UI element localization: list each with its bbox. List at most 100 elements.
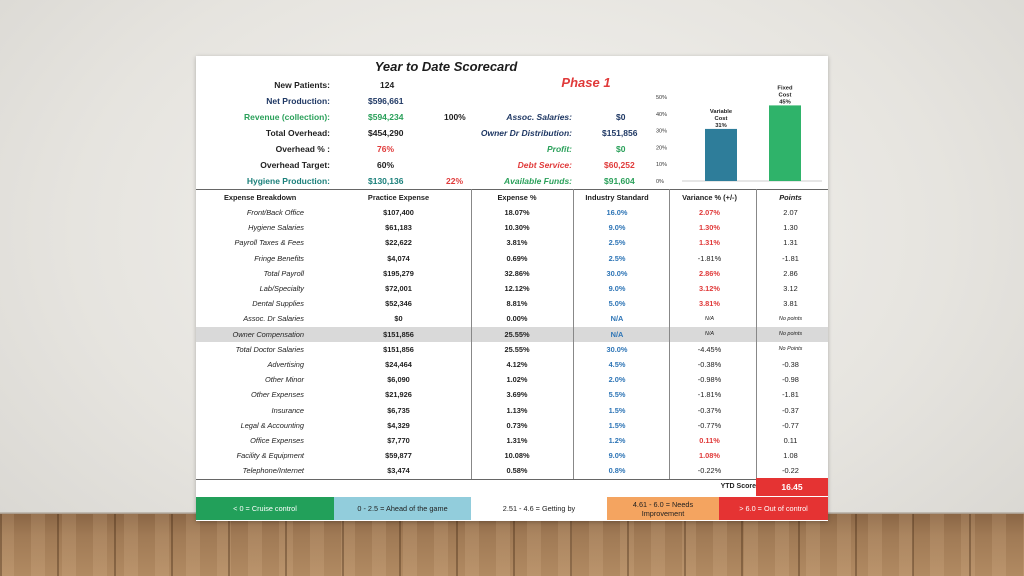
- row-industry-standard: 2.5%: [608, 238, 626, 248]
- row-name: Hygiene Salaries: [248, 223, 304, 233]
- overhead-target-value: 60%: [377, 160, 395, 170]
- y-tick-label: 40%: [656, 112, 667, 118]
- row-points: -1.81: [782, 390, 799, 400]
- row-name: Other Expenses: [251, 390, 304, 400]
- row-practice-expense: $22,622: [385, 238, 412, 248]
- row-industry-standard: 9.0%: [608, 284, 626, 294]
- total-overhead-value: $454,290: [368, 128, 404, 138]
- legend-item: > 6.0 = Out of control: [719, 497, 828, 520]
- row-practice-expense: $151,856: [383, 344, 414, 354]
- row-expense-percent: 0.73%: [506, 420, 528, 430]
- legend-item: 0 - 2.5 = Ahead of the game: [334, 497, 471, 520]
- row-expense-percent: 1.31%: [506, 435, 528, 445]
- row-expense-percent: 32.86%: [504, 268, 530, 278]
- row-variance: -0.37%: [697, 405, 722, 415]
- row-variance: 1.08%: [699, 451, 720, 461]
- row-name: Legal & Accounting: [240, 420, 304, 430]
- row-variance: -0.77%: [697, 420, 722, 430]
- y-tick-label: 50%: [656, 95, 667, 101]
- profit-label: Profit:: [546, 144, 572, 154]
- legend-item: < 0 = Cruise control: [196, 497, 334, 520]
- y-tick-label: 30%: [656, 129, 667, 135]
- hygiene-production-value: $130,136: [368, 176, 404, 186]
- row-expense-percent: 0.69%: [506, 253, 528, 263]
- row-industry-standard: 4.5%: [608, 359, 626, 369]
- row-points: 3.81: [783, 299, 798, 309]
- overhead-percent-value: 76%: [377, 144, 395, 154]
- row-practice-expense: $195,279: [383, 268, 414, 278]
- row-points: 1.31: [783, 238, 798, 248]
- table-row: Telephone/Internet $3,474 0.58% 0.8% -0.22% -…: [196, 463, 828, 478]
- row-industry-standard: 1.5%: [608, 420, 626, 430]
- table-row: Other Expenses $21,926 3.69% 5.5% -1.81% -1.8…: [196, 387, 828, 402]
- table-row: Lab/Specialty $72,001 12.12% 9.0% 3.12% 3.12: [196, 281, 828, 296]
- table-row: Facility & Equipment $59,877 10.08% 9.0% 1.0…: [196, 448, 828, 463]
- row-expense-percent: 10.08%: [504, 451, 530, 461]
- row-points: 3.12: [783, 284, 798, 294]
- table-body: Front/Back Office $107,400 18.07% 16.0% 2.07…: [196, 205, 828, 478]
- row-expense-percent: 1.13%: [506, 405, 528, 415]
- table-header-row: Expense Breakdown Practice Expense Expen…: [196, 189, 828, 205]
- bar-value-label: 45%: [779, 99, 791, 105]
- row-industry-standard: 5.5%: [608, 390, 626, 400]
- row-expense-percent: 3.69%: [506, 390, 528, 400]
- legend-item: 4.61 - 6.0 = Needs Improvement: [607, 497, 719, 520]
- row-industry-standard: 0.8%: [608, 466, 626, 476]
- bar-category-label: Fixed: [777, 85, 793, 91]
- row-industry-standard: 2.5%: [608, 253, 626, 263]
- table-row: Legal & Accounting $4,329 0.73% 1.5% -0.77% -…: [196, 418, 828, 433]
- row-points: -0.37: [782, 405, 799, 415]
- row-variance: 2.86%: [699, 268, 720, 278]
- col-divider: [471, 189, 472, 479]
- row-points: 1.08: [783, 451, 798, 461]
- row-practice-expense: $107,400: [383, 208, 414, 218]
- owner-distribution-label: Owner Dr Distribution:: [480, 128, 572, 138]
- row-name: Front/Back Office: [246, 208, 304, 218]
- row-variance: N/A: [704, 315, 715, 322]
- row-variance: -0.38%: [697, 359, 722, 369]
- row-practice-expense: $4,329: [387, 420, 410, 430]
- row-expense-percent: 10.30%: [504, 223, 530, 233]
- row-name: Facility & Equipment: [236, 451, 304, 461]
- row-points: 1.30: [783, 223, 798, 233]
- row-variance: 1.31%: [699, 238, 720, 248]
- row-expense-percent: 25.55%: [504, 344, 530, 354]
- col-divider: [573, 189, 574, 479]
- row-practice-expense: $52,346: [385, 299, 412, 309]
- row-points: -0.38: [782, 359, 799, 369]
- bar-category-label: Variable: [710, 109, 733, 115]
- row-variance: 0.11%: [699, 435, 720, 445]
- revenue-value: $594,234: [368, 112, 404, 122]
- row-industry-standard: 30.0%: [606, 344, 628, 354]
- ytd-score-value: 16.45: [756, 478, 828, 496]
- table-row: Assoc. Dr Salaries $0 0.00% N/A N/A No points: [196, 311, 828, 326]
- table-row: Advertising $24,464 4.12% 4.5% -0.38% -0.38: [196, 357, 828, 372]
- row-points: No points: [778, 315, 803, 322]
- header-points: Points: [779, 192, 802, 202]
- table-row: Hygiene Salaries $61,183 10.30% 9.0% 1.30% 1.…: [196, 220, 828, 235]
- net-production-value: $596,661: [368, 96, 404, 106]
- table-bottom-border: [196, 479, 828, 480]
- row-points: 0.11: [783, 435, 798, 445]
- row-points: -0.22: [782, 466, 799, 476]
- scorecard-sheet: Year to Date Scorecard Phase 1 New Patie…: [196, 56, 828, 521]
- y-tick-label: 20%: [656, 145, 667, 151]
- row-industry-standard: 30.0%: [606, 268, 628, 278]
- row-practice-expense: $7,770: [387, 435, 410, 445]
- header-industry-standard: Industry Standard: [585, 192, 649, 202]
- row-name: Other Minor: [264, 375, 304, 385]
- available-funds-label: Available Funds:: [503, 176, 572, 186]
- owner-distribution-value: $151,856: [602, 128, 638, 138]
- row-name: Payroll Taxes & Fees: [234, 238, 304, 248]
- assoc-salaries-label: Assoc. Salaries:: [506, 112, 572, 122]
- y-tick-label: 10%: [656, 162, 667, 168]
- table-row: Total Payroll $195,279 32.86% 30.0% 2.86% 2.8…: [196, 266, 828, 281]
- row-variance: N/A: [704, 331, 715, 338]
- table-row: Insurance $6,735 1.13% 1.5% -0.37% -0.37: [196, 402, 828, 417]
- row-points: -0.77: [782, 420, 799, 430]
- row-industry-standard: 1.5%: [608, 405, 626, 415]
- row-points: -0.98: [782, 375, 799, 385]
- header-expense-percent: Expense %: [497, 192, 537, 202]
- scorecard-title: Year to Date Scorecard: [374, 59, 518, 74]
- row-variance: -4.45%: [697, 344, 722, 354]
